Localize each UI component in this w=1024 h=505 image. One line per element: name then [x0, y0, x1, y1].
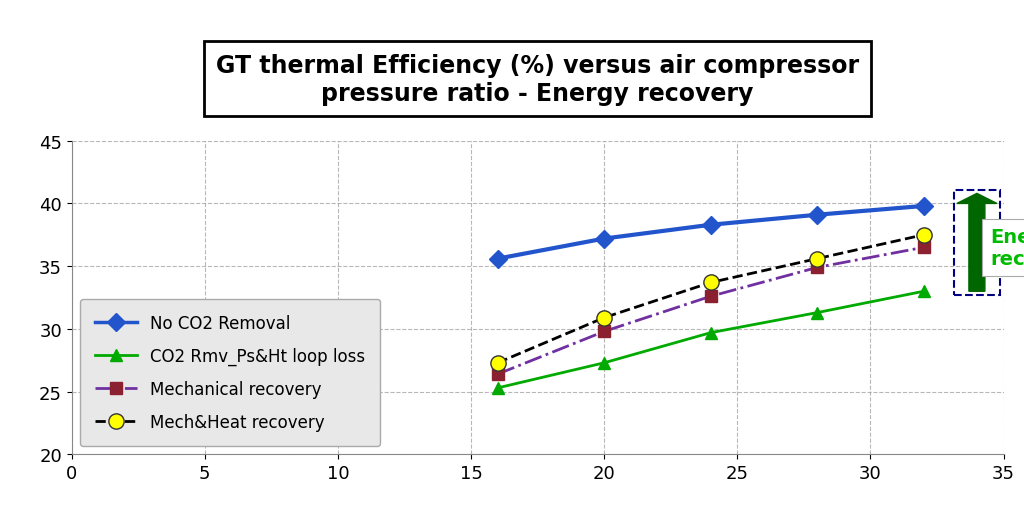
- Text: GT thermal Efficiency (%) versus air compressor
pressure ratio - Energy recovery: GT thermal Efficiency (%) versus air com…: [216, 54, 859, 106]
- Legend: No CO2 Removal, CO2 Rmv_Ps&Ht loop loss, Mechanical recovery, Mech&Heat recovery: No CO2 Removal, CO2 Rmv_Ps&Ht loop loss,…: [80, 299, 380, 446]
- Bar: [954, 190, 999, 295]
- Text: Energy
recovery: Energy recovery: [990, 227, 1024, 268]
- FancyArrow shape: [956, 194, 996, 292]
